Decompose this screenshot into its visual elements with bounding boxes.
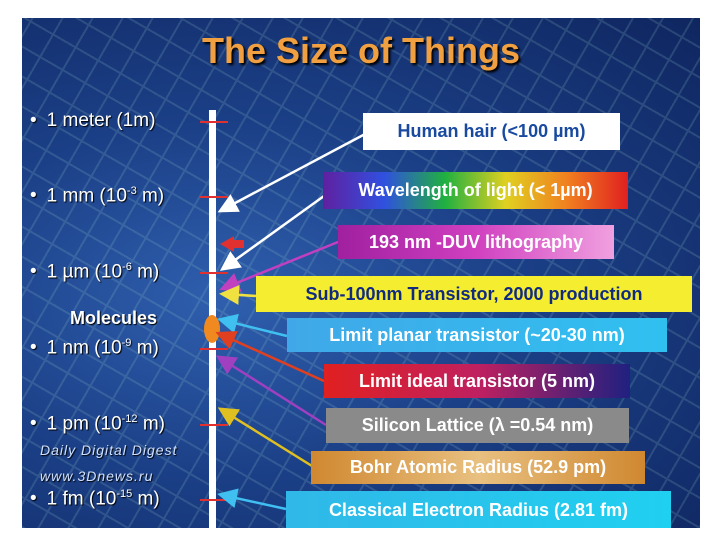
scale-item: 1 meter (1m) (30, 110, 156, 132)
scale-text: 1 µm (10 (46, 261, 123, 283)
slide: The Size of Things 1 meter (1m)1 mm (10-… (22, 18, 700, 528)
size-label: Limit ideal transistor (5 nm) (324, 364, 630, 398)
scale-item: 1 mm (10-3 m) (30, 185, 164, 207)
scale-text: m) (131, 261, 160, 283)
scale-text: 1 pm (10 (46, 413, 122, 435)
scale-item: 1 nm (10-9 m) (30, 337, 159, 359)
size-label: Human hair (<100 µm) (363, 113, 620, 150)
watermark: Daily Digital Digest (40, 442, 178, 458)
scale-text: 1 mm (10 (46, 185, 127, 207)
scale-item: 1 fm (10-15 m) (30, 488, 160, 510)
size-label: Limit planar transistor (~20-30 nm) (287, 318, 667, 352)
size-label: Silicon Lattice (λ =0.54 nm) (326, 408, 629, 443)
molecules-label: Molecules (70, 308, 158, 328)
scale-text: m) (137, 413, 165, 435)
scale-text: m) (132, 488, 160, 510)
size-label: Sub-100nm Transistor, 2000 production (256, 276, 692, 312)
scale-text: m) (131, 337, 159, 359)
exponent: -15 (116, 488, 133, 500)
scale-text: m) (136, 185, 165, 207)
scale-graphic (200, 110, 368, 528)
scale-text: 1 fm (10 (46, 488, 117, 510)
watermark: www.3Dnews.ru (40, 468, 154, 484)
slide-title: The Size of Things (201, 30, 520, 71)
scale-item: 1 pm (10-12 m) (30, 413, 165, 435)
scale-text: 1 nm (10 (46, 337, 122, 359)
size-label: Bohr Atomic Radius (52.9 pm) (311, 451, 645, 484)
size-label: Wavelength of light (< 1µm) (323, 172, 628, 209)
scale-text: 1 meter (1m) (46, 110, 156, 131)
exponent: -12 (121, 413, 138, 425)
exponent: -6 (122, 261, 132, 273)
pointer-arrows (215, 131, 368, 511)
size-label: 193 nm -DUV lithography (338, 225, 614, 259)
size-label: Classical Electron Radius (2.81 fm) (286, 491, 671, 528)
scale-item: 1 µm (10-6 m) (30, 261, 160, 283)
molecule-blob (204, 315, 220, 343)
exponent: -9 (121, 337, 132, 349)
exponent: -3 (126, 185, 137, 197)
red-arrow (220, 236, 244, 252)
